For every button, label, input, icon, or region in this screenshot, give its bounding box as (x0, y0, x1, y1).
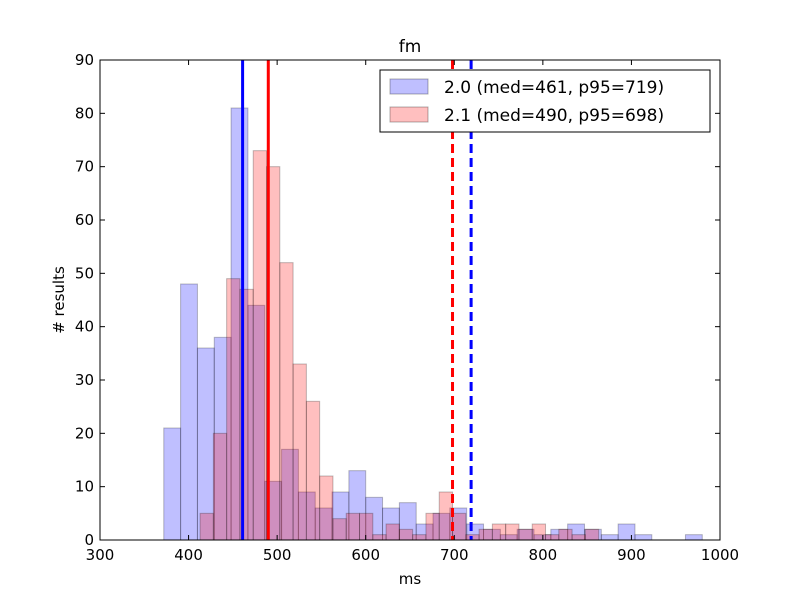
histogram-bar-series-1-bin-27 (558, 528, 573, 541)
histogram-bar-series-1-bin-28 (571, 534, 586, 541)
histogram-bar-series-1-bin-15 (398, 528, 414, 541)
histogram-bar-series-1-bin-14 (385, 523, 400, 541)
x-tick-label: 800 (529, 546, 558, 564)
y-tick-label: 30 (75, 371, 94, 389)
y-tick-label: 50 (75, 264, 94, 282)
histogram-bar-series-0-bin-0 (163, 427, 182, 541)
histogram-bar-series-0-bin-26 (600, 534, 619, 541)
y-tick-label: 90 (75, 51, 94, 69)
y-tick-label: 20 (75, 424, 94, 442)
histogram-bar-series-1-bin-25 (531, 523, 547, 541)
histogram-bar-series-1-bin-24 (518, 528, 533, 541)
y-tick-label: 10 (75, 478, 94, 496)
y-axis-title: # results (50, 266, 68, 334)
histogram-bar-series-1-bin-2 (226, 278, 241, 541)
y-tick-label: 80 (75, 104, 94, 122)
histogram-bar-series-0-bin-29 (684, 534, 703, 541)
x-tick-label: 600 (351, 546, 380, 564)
x-axis-title: ms (399, 570, 422, 588)
y-tick-label: 60 (75, 211, 94, 229)
histogram-bar-series-0-bin-27 (617, 523, 636, 541)
histogram-bar-series-1-bin-6 (279, 262, 294, 541)
legend-label-2-1: 2.1 (med=490, p95=698) (444, 106, 664, 126)
histogram-bar-series-1-bin-26 (545, 534, 560, 541)
histogram-bar-series-1-bin-10 (332, 518, 347, 541)
histogram-bar-series-1-bin-22 (491, 523, 507, 541)
histogram-bar-series-1-bin-7 (292, 363, 307, 541)
histogram-bar-series-1-bin-17 (425, 512, 440, 541)
legend-frame (379, 69, 711, 133)
histogram-bar-series-1-bin-16 (412, 534, 427, 541)
legend-swatch-2-1 (389, 106, 429, 123)
histogram-bar-series-0-bin-1 (180, 283, 198, 541)
x-tick-label: 1000 (701, 546, 739, 564)
legend-swatch-2-0 (389, 78, 429, 95)
x-tick-label: 900 (617, 546, 646, 564)
y-tick-label: 70 (75, 158, 94, 176)
histogram-bar-series-1-bin-11 (345, 512, 361, 541)
y-tick-label: 40 (75, 318, 94, 336)
histogram-bar-series-1-bin-9 (319, 475, 334, 541)
histogram-bar-series-1-bin-1 (212, 432, 228, 541)
histogram-bar-series-1-bin-21 (478, 528, 493, 541)
bars-layer (163, 107, 703, 541)
reference-lines-layer (241, 60, 473, 540)
histogram-bar-series-1-bin-23 (505, 523, 520, 541)
x-tick-label: 300 (86, 546, 115, 564)
y-tick-label: 0 (84, 531, 94, 549)
histogram-bar-series-1-bin-4 (252, 150, 268, 541)
histogram-bar-series-1-bin-13 (372, 534, 387, 541)
histogram-bar-series-1-bin-18 (438, 491, 454, 541)
x-tick-label: 500 (263, 546, 292, 564)
histogram-bar-series-0-bin-2 (196, 347, 215, 541)
x-tick-label: 400 (174, 546, 203, 564)
ticks-layer: 300 400 500 600 700 800 900 1000 0 10 20 30 40 50 60 70… (75, 51, 739, 564)
histogram-bar-series-1-bin-8 (305, 400, 321, 541)
plot-frame (99, 59, 721, 541)
legend-label-2-0: 2.0 (med=461, p95=719) (444, 78, 664, 98)
legend: 2.0 (med=461, p95=719) 2.1 (med=490, p95… (379, 69, 711, 133)
histogram-bar-series-1-bin-0 (199, 512, 214, 541)
x-tick-label: 700 (440, 546, 469, 564)
chart-title: fm (399, 37, 422, 57)
histogram-bar-series-0-bin-28 (634, 534, 653, 541)
histogram-bar-series-1-bin-29 (584, 528, 600, 541)
